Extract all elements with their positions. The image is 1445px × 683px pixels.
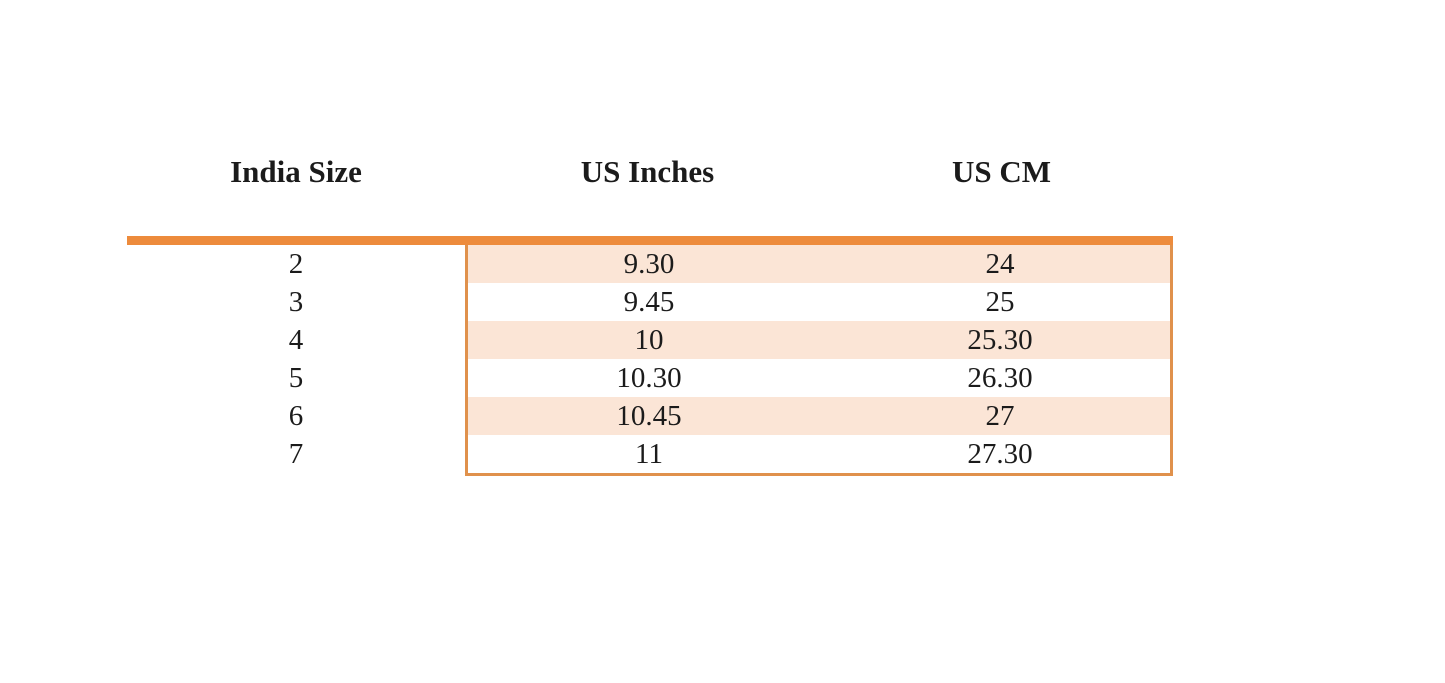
india-size-cell: 3 [288,286,304,318]
us-cm-cell: 26.30 [967,362,1033,394]
table-row: 10.45 27 [468,397,1170,435]
column-header-us-cm: US CM [951,154,1052,189]
us-inches-cell: 10 [634,324,664,356]
india-size-cell: 7 [288,438,304,470]
us-cm-cell: 25 [985,286,1015,318]
us-inches-cell: 9.45 [623,286,675,318]
values-box: 9.30 24 9.45 25 10 25.30 10.30 26.30 10.… [465,245,1173,476]
column-header-us-inches: US Inches [580,154,715,189]
table-header-row: India Size US Inches US CM [127,140,1173,236]
column-header-india-size: India Size [230,154,362,189]
table-row: 10.30 26.30 [468,359,1170,397]
table-row: 9.45 25 [468,283,1170,321]
india-size-cell: 5 [288,362,304,394]
us-cm-cell: 24 [985,248,1015,280]
us-inches-cell: 11 [635,438,663,470]
us-cm-cell: 25.30 [967,324,1033,356]
us-inches-cell: 10.30 [616,362,682,394]
india-size-cell: 6 [288,400,304,432]
us-inches-cell: 10.45 [616,400,682,432]
us-cm-cell: 27 [985,400,1015,432]
table-row: 11 27.30 [468,435,1170,473]
india-size-cell: 4 [288,324,304,356]
table-row: 10 25.30 [468,321,1170,359]
us-inches-cell: 9.30 [623,248,675,280]
size-chart-table: India Size US Inches US CM 2 3 4 5 6 7 9… [127,140,1173,476]
table-body: 2 3 4 5 6 7 9.30 24 9.45 25 10 25.30 [127,245,1173,476]
india-size-cell: 2 [288,248,304,280]
us-cm-cell: 27.30 [967,438,1033,470]
india-size-column: 2 3 4 5 6 7 [127,245,465,476]
table-row: 9.30 24 [468,245,1170,283]
header-divider-bar [127,236,1173,245]
